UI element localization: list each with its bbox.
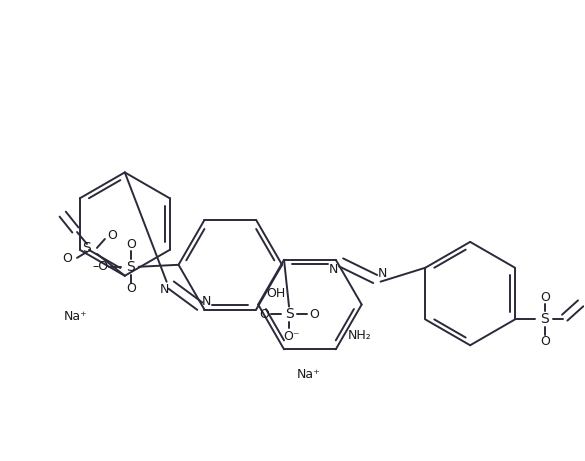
Text: N: N (160, 283, 169, 296)
Text: O: O (62, 252, 72, 266)
Text: O: O (259, 308, 269, 321)
Text: NH₂: NH₂ (347, 329, 371, 342)
Text: O: O (107, 230, 117, 242)
Text: N: N (378, 267, 387, 280)
Text: –O: –O (93, 260, 109, 273)
Text: S: S (285, 307, 294, 321)
Text: N: N (202, 295, 211, 308)
Text: O: O (126, 238, 136, 251)
Text: O⁻: O⁻ (283, 330, 300, 343)
Text: O: O (126, 282, 136, 295)
Text: N: N (329, 263, 339, 276)
Text: S: S (541, 313, 549, 326)
Text: O: O (540, 291, 550, 304)
Text: OH: OH (266, 287, 285, 300)
Text: S: S (126, 260, 135, 274)
Text: S: S (82, 241, 91, 255)
Text: Na⁺: Na⁺ (64, 310, 88, 323)
Text: O: O (309, 308, 319, 321)
Text: Na⁺: Na⁺ (297, 367, 321, 381)
Text: O: O (540, 335, 550, 348)
